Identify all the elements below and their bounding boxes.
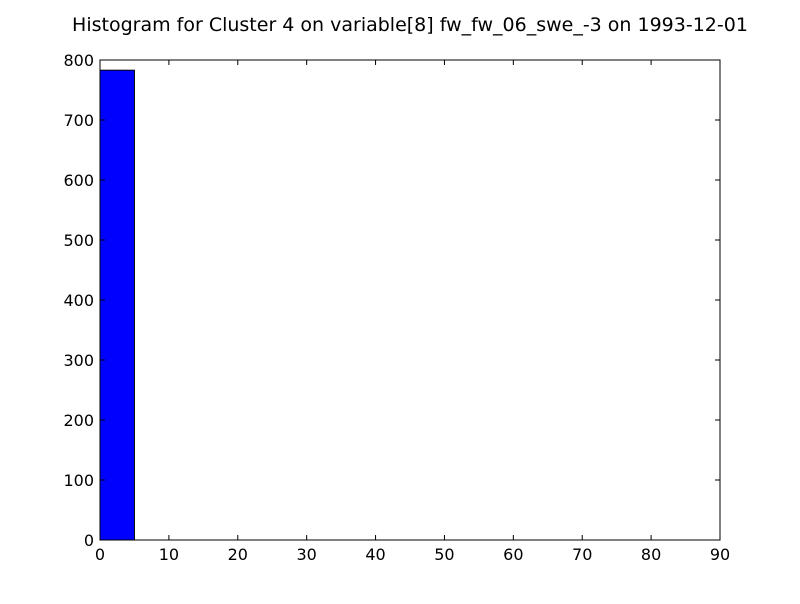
x-tick-label-5: 50 (434, 545, 454, 564)
x-tick-label-4: 40 (365, 545, 385, 564)
x-tick-label-7: 70 (572, 545, 592, 564)
x-tick-label-0: 0 (95, 545, 105, 564)
chart-title: Histogram for Cluster 4 on variable[8] f… (72, 14, 748, 36)
plot-frame (99, 59, 721, 541)
y-tick-label-2: 200 (63, 411, 94, 430)
y-tick-label-0: 0 (84, 531, 94, 550)
y-tick-label-4: 400 (63, 291, 94, 310)
x-tick-label-6: 60 (503, 545, 523, 564)
x-tick-labels: 0 10 20 30 40 50 60 70 80 90 (95, 545, 730, 564)
y-tick-label-5: 500 (63, 231, 94, 250)
x-tick-label-8: 80 (641, 545, 661, 564)
x-tick-label-9: 90 (710, 545, 730, 564)
y-tick-label-7: 700 (63, 111, 94, 130)
histogram-bar-0 (99, 69, 135, 541)
y-tick-label-8: 800 (63, 51, 94, 70)
y-tick-label-3: 300 (63, 351, 94, 370)
y-tick-label-6: 600 (63, 171, 94, 190)
x-tick-label-1: 10 (159, 545, 179, 564)
y-tick-label-1: 100 (63, 471, 94, 490)
bars-layer (99, 69, 135, 541)
y-tick-labels: 0 100 200 300 400 500 600 700 800 (63, 51, 94, 550)
ticks-layer (99, 59, 721, 541)
x-tick-label-3: 30 (296, 545, 316, 564)
x-tick-label-2: 20 (228, 545, 248, 564)
